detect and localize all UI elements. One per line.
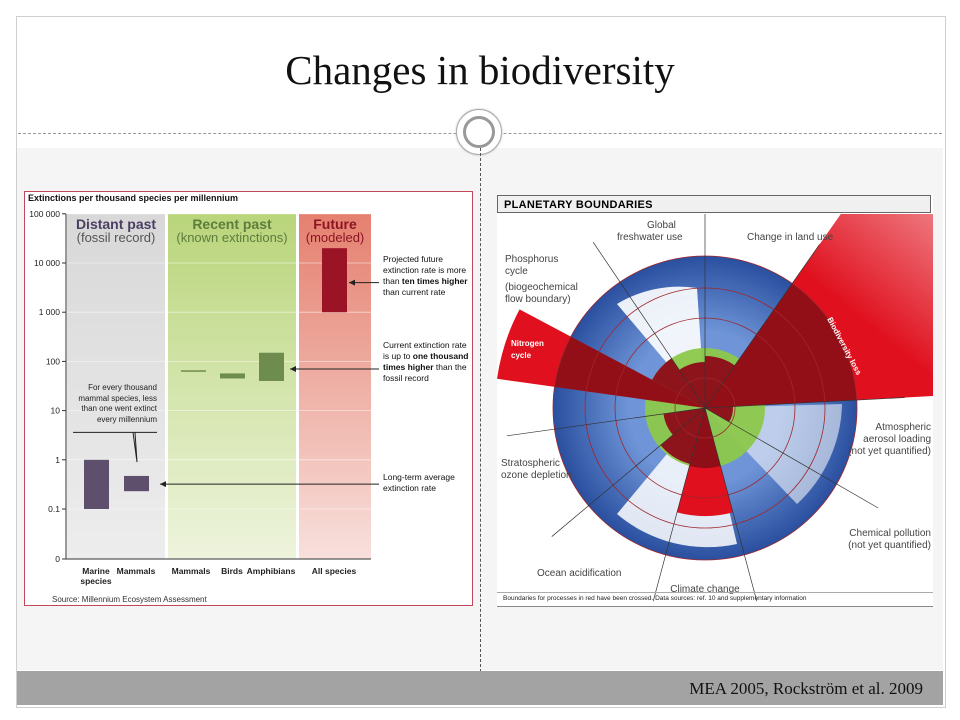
panel-title: Future [313, 216, 357, 232]
range-bar [181, 370, 206, 372]
annotation-future: Projected future extinction rate is more… [383, 254, 475, 298]
y-tick-label: 10 000 [34, 258, 60, 268]
panel-background [67, 214, 165, 559]
y-tick-label: 0.1 [48, 504, 60, 514]
citation: MEA 2005, Rockström et al. 2009 [689, 679, 923, 698]
label-ozone-1: Stratospheric [501, 458, 560, 469]
annotation-text: Long-term average extinction rate [383, 472, 455, 493]
sector-spoke [592, 241, 706, 409]
category-label: Mammals [172, 566, 211, 576]
panel-title: Recent past [192, 216, 272, 232]
range-bar [322, 248, 347, 313]
y-tick-label: 1 [55, 455, 60, 465]
panel-title: Distant past [75, 216, 157, 232]
divider-ring-ornament [456, 109, 502, 155]
label-phosphorus-1: Phosphorus [505, 254, 558, 265]
annotation-emphasis: one thousand times higher [383, 351, 469, 372]
wedge-biodiversity-loss-inner [705, 283, 857, 408]
annotation-long-term: Long-term average extinction rate [383, 472, 468, 494]
category-label: Amphibians [247, 566, 296, 576]
label-freshwater-2: freshwater use [617, 232, 683, 243]
panel-subtitle: (known extinctions) [176, 230, 288, 245]
label-aerosol-3: (not yet quantified) [848, 446, 931, 457]
annotation-text: Projected future extinction rate is more… [383, 254, 467, 286]
label-climate-change: Climate change [670, 584, 740, 595]
sector-spoke [704, 407, 758, 602]
label-phosphorus-2: cycle [505, 266, 528, 277]
sector-spoke [652, 407, 706, 602]
wedge-phosphorus-cycle [652, 358, 705, 408]
annotation-current: Current extinction rate is up to one tho… [383, 340, 475, 384]
extinction-chart-plot: 100 000 10 000 1 000 100 10 1 0.1 0 Marine specie… [29, 209, 379, 586]
wedge-freshwater-use [679, 362, 705, 408]
footer-bar: MEA 2005, Rockström et al. 2009 [17, 671, 943, 705]
label-ozone-2: ozone depletion [501, 470, 572, 481]
arrow-head [349, 279, 355, 286]
planetary-boundaries-graphic: Global freshwater use Change in land use… [497, 214, 933, 602]
panel-distant-past: Distant past (fossil record) [67, 217, 165, 245]
diagram-caption: Boundaries for processes in red have bee… [503, 595, 807, 602]
slide-title: Changes in biodiversity [285, 47, 675, 93]
label-land-use: Change in land use [747, 232, 834, 243]
arrow-head [160, 481, 166, 488]
y-axis-title: Extinctions per thousand species per mil… [28, 193, 239, 203]
label-aerosol-2: aerosol loading [863, 434, 931, 445]
annotation-text: than current rate [383, 287, 446, 297]
label-chemical-2: (not yet quantified) [848, 540, 931, 551]
note-bracket [73, 431, 157, 463]
y-tick-label: 0 [55, 554, 60, 564]
annotation-text: than the fossil record [383, 362, 467, 383]
label-biogeo-2: flow boundary) [505, 294, 571, 305]
wedge-ocean-acidification [660, 408, 705, 465]
label-aerosol-1: Atmospheric [875, 422, 931, 433]
panel-subtitle: (modeled) [305, 230, 365, 245]
y-tick-label: 10 [51, 406, 61, 416]
category-label: Mammals [117, 566, 156, 576]
extinction-chart: Extinctions per thousand species per mil… [24, 191, 473, 606]
sector-spoke [506, 407, 706, 437]
wedge-ozone-depletion [663, 408, 705, 435]
annotation-text: Current extinction rate is up to [383, 340, 467, 361]
column-divider [480, 148, 481, 672]
arrow-head [290, 366, 296, 373]
sector-spoke [551, 407, 706, 537]
source-note: Source: Millennium Ecosystem Assessment [52, 595, 207, 604]
range-bar [84, 459, 109, 509]
annotation-emphasis: ten times higher [401, 276, 468, 286]
range-bar [220, 373, 245, 379]
label-ocean-acidification: Ocean acidification [537, 568, 622, 579]
panel-future: Future (modeled) [299, 217, 371, 245]
y-tick-label: 100 [46, 356, 60, 366]
label-chemical-1: Chemical pollution [849, 528, 931, 539]
label-biogeo-1: (biogeochemical [505, 282, 578, 293]
sector-spoke [704, 407, 879, 509]
mammal-note: For every thousand mammal species, less … [78, 383, 157, 424]
panel-subtitle: (fossil record) [76, 230, 156, 245]
category-label: All species [312, 566, 357, 576]
label-freshwater-1: Global [647, 220, 676, 231]
caption-rule [497, 592, 933, 593]
panel-recent-past: Recent past (known extinctions) [168, 217, 296, 245]
label-nitrogen-1: Nitrogen [511, 339, 544, 348]
y-tick-label: 1 000 [39, 307, 61, 317]
category-label: Birds [221, 566, 243, 576]
range-bar [259, 352, 284, 381]
range-bar [124, 475, 149, 492]
caption-rule [497, 606, 933, 607]
wedge-aerosol [705, 406, 733, 422]
panel-background [168, 214, 296, 559]
wedge-nitrogen-inner [554, 336, 705, 408]
label-nitrogen-2: cycle [511, 351, 532, 360]
y-tick-label: 100 000 [29, 209, 60, 219]
sector-spoke [704, 243, 821, 409]
planetary-boundaries-diagram: PLANETARY BOUNDARIES Global freshwater u… [497, 195, 933, 607]
sector-spoke [704, 397, 905, 409]
diagram-header: PLANETARY BOUNDARIES [497, 195, 931, 213]
category-label: Marine species [80, 566, 111, 586]
